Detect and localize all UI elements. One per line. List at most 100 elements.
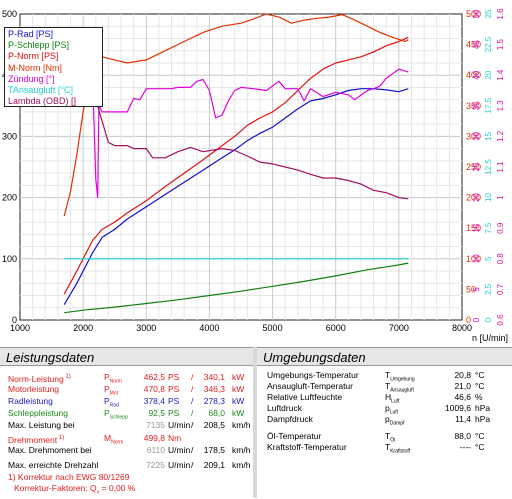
umgebung-row: Kraftstoff-Temperatur TKraftstoff ---- °C (257, 442, 512, 455)
umgebung-row-value: 21,0 (454, 381, 471, 391)
umgebung-row-value: 1009,6 (445, 403, 471, 413)
x-tick-label: 8000 (452, 323, 472, 333)
leistung-row-ps-unit: PS (168, 396, 180, 406)
right-axis-tick-label: 1.4 (496, 69, 505, 81)
umgebung-row-value: 11,4 (455, 414, 471, 424)
right-axis-tick-label: 50 (472, 9, 481, 18)
right-axis-tick-label: 1.3 (496, 100, 505, 112)
right-axis-tick-label: 100 (466, 254, 481, 264)
umgebung-row: Dampfdruck pDampf 11,4 hPa (257, 414, 512, 427)
max-torque-at-speed: 178,5 (203, 445, 225, 455)
right-axis-tick-label: 300 (466, 131, 481, 141)
legend-item: P-Rad [PS] (8, 29, 54, 39)
umgebungsdaten-title: Umgebungsdaten (257, 347, 512, 366)
max-rpm-speed: 209,1 (203, 460, 225, 470)
leistung-row-ps-value: 378,4 (143, 396, 165, 406)
max-rpm-speed-unit: km/h (232, 460, 251, 470)
umgebung-row-value: 88,0 (454, 431, 471, 441)
right-axis-tick-label: 40 (472, 70, 481, 79)
x-tick-label: 3000 (136, 323, 156, 333)
max-rpm-label: Max. erreichte Drehzahl (8, 460, 99, 470)
max-torque-at-rpm-unit: U/min (168, 445, 191, 455)
umgebung-row-symbol: TKraftstoff (385, 442, 411, 455)
right-axis-tick-label: 1.6 (496, 8, 505, 20)
umgebung-row-symbol: pLuft (385, 403, 399, 416)
umgebung-row-symbol: TÖl (385, 431, 396, 444)
torque-symbol: MNorm (104, 433, 124, 446)
umgebung-row-label: Luftdruck (267, 403, 302, 413)
leistung-row-slash: / (191, 372, 194, 382)
series-line (64, 262, 409, 314)
right-axis-tick-label: 5 (484, 256, 493, 261)
legend-item: TAnsaugluft [°C] (8, 85, 73, 96)
max-torque-at-slash: / (191, 445, 194, 455)
legend-item: Zündung [°] (8, 73, 55, 84)
right-axis-tick-label: 5 (472, 287, 481, 292)
x-tick-label: 4000 (199, 323, 219, 333)
right-axis-tick-label: 20 (484, 70, 493, 79)
right-axis-tick-label: 0.9 (496, 222, 505, 234)
leistung-row: Motorleistung PMot 470,8 PS / 346,3 kW (0, 384, 253, 397)
footnote-2-text: Korrektur-Faktoren: Qv = 0,00 % (14, 483, 136, 496)
right-axis-tick-label: 7.5 (484, 222, 493, 234)
legend-item: P-Norm [PS] (8, 51, 59, 62)
right-axis-tick-label: 17.5 (484, 97, 493, 113)
umgebung-row-unit: hPa (475, 403, 491, 413)
umgebung-row-symbol: pDampf (385, 414, 405, 427)
right-axis-tick-label: 50 (466, 284, 476, 294)
leistung-row-kw-value: 346,3 (203, 384, 225, 394)
series-line (63, 88, 409, 306)
leistung-row-kw-unit: kW (232, 372, 245, 382)
right-axis-tick-label: 0 (466, 315, 471, 325)
umgebung-row-label: Umgebungs-Temperatur (267, 370, 359, 380)
x-tick-label: 1000 (10, 323, 30, 333)
panel-separator (253, 347, 257, 498)
leistung-row-symbol: PSchlepp (104, 408, 128, 421)
max-rpm-slash: / (191, 460, 194, 470)
max-power-at-slash: / (191, 420, 194, 430)
leistung-row-kw-unit: kW (232, 408, 245, 418)
umgebung-row: Luftdruck pLuft 1009,6 hPa (257, 403, 512, 416)
umgebung-row-unit: hPa (475, 414, 491, 424)
umgebung-row-label: Öl-Temperatur (267, 431, 322, 441)
right-axes-ticks: 0501001502002503003504004505000510152025… (466, 8, 505, 326)
footnote-1: 1) Korrektur nach EWG 80/1269 (0, 472, 253, 483)
max-rpm: Max. erreichte Drehzahl 7225 U/min/ 209,1 km… (0, 460, 253, 471)
leistung-row-slash: / (191, 396, 194, 406)
max-rpm-rpm-unit: U/min (168, 460, 191, 470)
right-axis-tick-label: 15 (484, 131, 493, 140)
umgebung-row-label: Dampfdruck (267, 414, 313, 424)
y-tick-label: 200 (2, 193, 17, 203)
y-tick-label: 0 (12, 315, 17, 325)
y-tick-label: 500 (2, 9, 17, 19)
series-line (63, 36, 409, 295)
right-axis-tick-label: 22.5 (484, 36, 493, 52)
umgebung-row: Umgebungs-Temperatur TUmgebung 20,8 °C (257, 370, 512, 383)
leistung-row-kw-value: 278,3 (203, 396, 225, 406)
leistung-row-symbol: PNorm (104, 372, 122, 385)
umgebung-row: Öl-Temperatur TÖl 88,0 °C (257, 431, 512, 444)
leistung-row: Radleistung PRad 378,4 PS / 278,3 kW (0, 396, 253, 409)
umgebung-row-value: 46,6 (454, 392, 471, 402)
leistung-row-slash: / (191, 408, 194, 418)
leistung-row-slash: / (191, 384, 194, 394)
max-torque-at-rpm: 6110 (146, 445, 165, 455)
leistung-row-ps-unit: PS (168, 384, 180, 394)
right-axis-tick-label: 0 (472, 317, 481, 322)
x-tick-label: 5000 (263, 323, 283, 333)
leistungsdaten-panel: Leistungsdaten Norm-Leistung 1) PNorm 462,… (0, 347, 253, 498)
umgebung-row-label: Kraftstoff-Temperatur (267, 442, 347, 452)
torque-label: Drehmoment 1) (8, 434, 65, 445)
right-axis-tick-label: 20 (472, 193, 481, 202)
right-axis-tick-label: 25 (472, 162, 481, 171)
torque-row: Drehmoment 1) MNorm 499,8 Nm (0, 433, 253, 446)
umgebung-row-label: Ansaugluft-Temperatur (267, 381, 353, 391)
leistung-row-symbol: PMot (104, 384, 119, 397)
x-axis-ticks: 1000 2000 3000 4000 5000 6000 7000 8000 (10, 323, 472, 333)
max-power-at-rpm: 7135 (146, 420, 165, 430)
umgebung-row: Ansaugluft-Temperatur TAnsaugluft 21,0 °C (257, 381, 512, 394)
umgebung-row-symbol: TAnsaugluft (385, 381, 414, 394)
leistung-row-kw-value: 340,1 (203, 372, 225, 382)
right-axis-tick-label: 500 (466, 9, 481, 19)
leistung-row-ps-value: 470,8 (143, 384, 165, 394)
